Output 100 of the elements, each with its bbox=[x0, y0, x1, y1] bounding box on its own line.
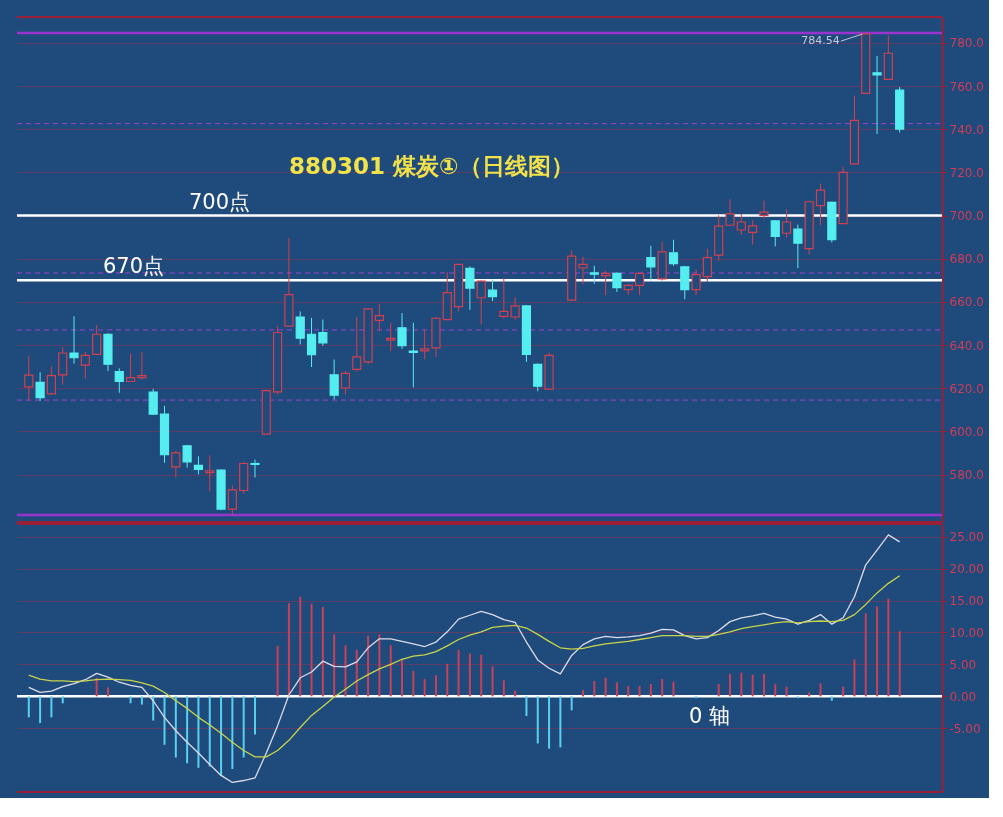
ref-line-label: 670点 bbox=[103, 254, 165, 279]
candlestick bbox=[578, 256, 588, 285]
y-tick-label: 580.0 bbox=[949, 468, 984, 483]
bar bbox=[163, 696, 166, 745]
bar bbox=[830, 696, 833, 701]
bar bbox=[774, 684, 777, 697]
bar bbox=[717, 684, 720, 697]
candlestick bbox=[759, 200, 769, 220]
candlestick bbox=[408, 322, 418, 388]
y-tick-label: 720.0 bbox=[949, 165, 984, 180]
y-tick-label: 680.0 bbox=[949, 252, 984, 267]
candlestick bbox=[748, 219, 758, 246]
bar bbox=[231, 696, 234, 770]
bar bbox=[39, 696, 42, 724]
candlestick bbox=[725, 198, 735, 226]
y-tick-label: 740.0 bbox=[949, 122, 984, 137]
candlestick bbox=[374, 303, 384, 332]
candlestick bbox=[691, 269, 701, 296]
bar bbox=[367, 635, 370, 697]
candlestick bbox=[227, 485, 237, 516]
bar bbox=[842, 686, 845, 697]
bar bbox=[355, 649, 358, 697]
annotation: 784.54 bbox=[801, 34, 840, 48]
candlestick bbox=[46, 366, 57, 395]
y-tick-label: 660.0 bbox=[949, 295, 984, 310]
candlestick bbox=[533, 362, 543, 392]
bar bbox=[661, 679, 664, 697]
candlestick bbox=[736, 213, 746, 236]
bar bbox=[672, 681, 675, 697]
candlestick bbox=[499, 277, 509, 319]
candlestick bbox=[420, 329, 430, 360]
y-tick-label: 640.0 bbox=[949, 338, 984, 353]
candlestick bbox=[815, 183, 826, 226]
bar bbox=[514, 690, 517, 697]
bar bbox=[502, 680, 505, 697]
candlestick bbox=[634, 272, 645, 296]
bar bbox=[276, 645, 279, 697]
y-tick-label: 780.0 bbox=[949, 36, 984, 51]
y-tick-label: 620.0 bbox=[949, 381, 984, 396]
bar bbox=[434, 675, 437, 697]
line-series bbox=[28, 575, 901, 758]
bar bbox=[876, 606, 879, 697]
bar bbox=[729, 673, 732, 697]
bar bbox=[299, 596, 302, 697]
bar bbox=[321, 606, 324, 697]
candlestick bbox=[793, 224, 803, 269]
y-tick-label: 0.00 bbox=[949, 689, 977, 704]
bar bbox=[604, 677, 607, 697]
y-tick-label: 760.0 bbox=[949, 79, 984, 94]
candlestick bbox=[397, 312, 407, 350]
bar bbox=[197, 696, 200, 768]
y-tick-label: 700.0 bbox=[949, 209, 984, 224]
candlestick bbox=[35, 371, 45, 402]
candlestick bbox=[770, 219, 780, 247]
candlestick bbox=[476, 280, 486, 326]
bar bbox=[468, 653, 471, 697]
candlestick bbox=[24, 355, 34, 402]
bar bbox=[186, 696, 189, 764]
y-tick-label: 5.00 bbox=[949, 657, 977, 672]
bar bbox=[627, 686, 630, 697]
candlestick bbox=[646, 245, 656, 282]
bar bbox=[446, 663, 449, 697]
bar bbox=[593, 680, 596, 697]
bar bbox=[129, 696, 132, 704]
text: 880301 煤炭①（日线图） bbox=[289, 153, 574, 179]
y-tick-label: 20.00 bbox=[949, 562, 984, 577]
bar bbox=[140, 696, 143, 705]
bar bbox=[638, 686, 641, 697]
candlestick bbox=[465, 265, 475, 311]
candlestick bbox=[680, 265, 690, 300]
bar bbox=[559, 696, 562, 748]
bar bbox=[898, 631, 901, 697]
candlestick bbox=[295, 310, 305, 345]
bar bbox=[412, 670, 415, 697]
candlestick bbox=[318, 319, 328, 347]
bar bbox=[853, 659, 856, 697]
y-tick-label: -5.00 bbox=[949, 721, 981, 736]
candlestick bbox=[250, 459, 260, 479]
bar bbox=[457, 649, 460, 697]
candlestick bbox=[352, 316, 362, 373]
bar bbox=[333, 634, 336, 697]
candlestick bbox=[125, 353, 136, 383]
bar bbox=[61, 696, 64, 704]
candlestick bbox=[329, 358, 339, 400]
candlestick bbox=[137, 351, 147, 381]
candlestick bbox=[510, 296, 520, 321]
candlestick bbox=[80, 351, 90, 380]
candlestick bbox=[114, 367, 124, 394]
candlestick bbox=[340, 370, 351, 395]
candlestick bbox=[69, 315, 79, 365]
bar bbox=[864, 613, 867, 697]
candlestick bbox=[386, 322, 396, 352]
bar bbox=[740, 672, 743, 697]
bar bbox=[615, 682, 618, 697]
bar bbox=[480, 654, 483, 697]
y-tick-label: 25.00 bbox=[949, 530, 984, 545]
bar bbox=[344, 645, 347, 697]
line-series bbox=[28, 534, 901, 784]
bar bbox=[491, 666, 494, 697]
candlestick bbox=[171, 450, 181, 479]
